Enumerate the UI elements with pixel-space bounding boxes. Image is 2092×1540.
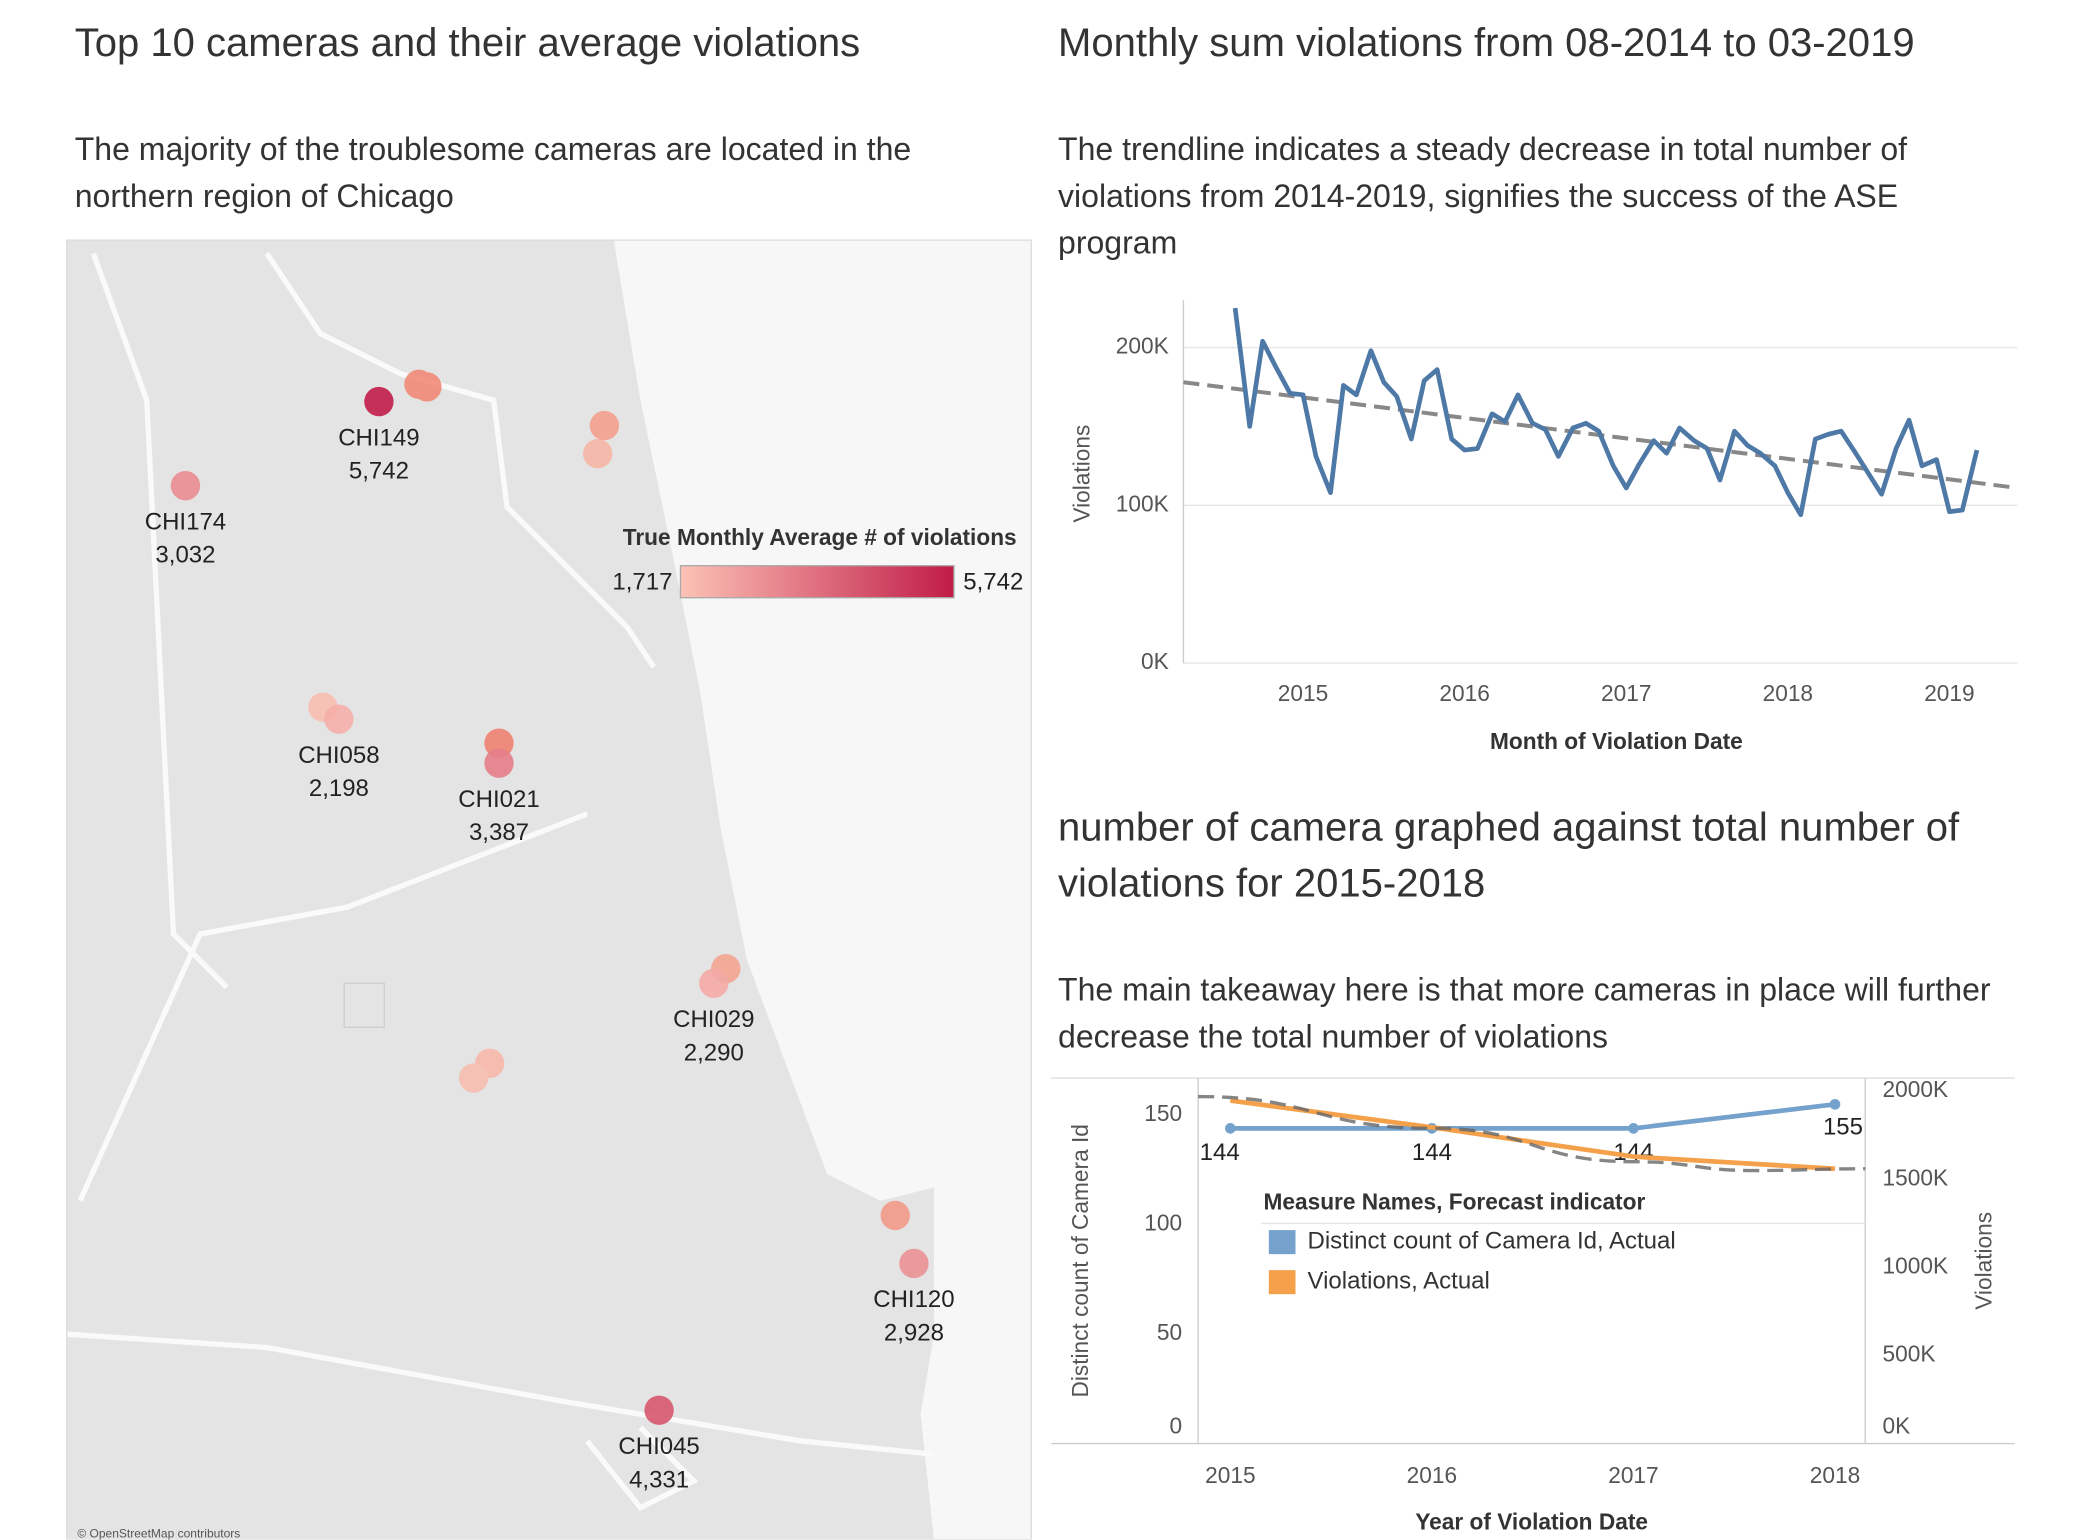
x-axis-label: Year of Violation Date bbox=[1415, 1509, 1648, 1535]
camera-dot bbox=[699, 968, 729, 998]
map-subtitle: The majority of the troublesome cameras … bbox=[74, 132, 912, 215]
color-legend-bar bbox=[679, 565, 955, 599]
y-tick-label: 150 bbox=[1144, 1100, 1182, 1126]
camera-value: 2,928 bbox=[884, 1320, 944, 1347]
camera-name: CHI045 bbox=[618, 1433, 699, 1460]
camera-value: 2,198 bbox=[309, 775, 369, 802]
camera-value: 5,742 bbox=[349, 458, 409, 485]
y-axis-label: Distinct count of Camera Id bbox=[1067, 1124, 1093, 1397]
legend-label: Violations, Actual bbox=[1308, 1268, 1490, 1295]
camera-dot bbox=[170, 470, 201, 501]
camera-dot bbox=[324, 704, 354, 734]
line-title: Monthly sum violations from 08-2014 to 0… bbox=[1058, 21, 1915, 66]
line-series bbox=[1232, 307, 1980, 518]
y-tick-label: 0K bbox=[1141, 648, 1169, 674]
y2-tick-label: 1500K bbox=[1883, 1164, 1949, 1190]
x-tick-label: 2017 bbox=[1608, 1462, 1658, 1488]
y-tick-label: 100 bbox=[1144, 1210, 1182, 1236]
x-tick-label: 2016 bbox=[1439, 680, 1489, 706]
x-tick-label: 2018 bbox=[1810, 1462, 1860, 1488]
data-label: 144 bbox=[1200, 1139, 1240, 1166]
camera-value: 4,331 bbox=[629, 1466, 689, 1493]
y-tick-label: 50 bbox=[1157, 1319, 1182, 1345]
park bbox=[343, 982, 385, 1029]
lake bbox=[613, 240, 1032, 1540]
x-tick-label: 2015 bbox=[1205, 1462, 1255, 1488]
line-subtitle: The trendline indicates a steady decreas… bbox=[1058, 132, 1908, 262]
x-tick-label: 2017 bbox=[1601, 680, 1651, 706]
trendline bbox=[1198, 1094, 1866, 1173]
combo-subtitle: The main takeaway here is that more came… bbox=[1058, 972, 1991, 1056]
y-tick-label: 200K bbox=[1116, 333, 1169, 359]
map-title: Top 10 cameras and their average violati… bbox=[74, 21, 861, 66]
x-axis-label: Month of Violation Date bbox=[1490, 728, 1743, 754]
point bbox=[1829, 1098, 1841, 1110]
x-tick-label: 2015 bbox=[1278, 680, 1328, 706]
legend-swatch bbox=[1268, 1230, 1296, 1255]
point bbox=[1628, 1123, 1639, 1134]
y-axis-label: Violations bbox=[1068, 425, 1094, 523]
data-label: 155 bbox=[1823, 1114, 1863, 1141]
camera-name: CHI149 bbox=[338, 424, 419, 451]
legend-label: Distinct count of Camera Id, Actual bbox=[1308, 1227, 1676, 1254]
camera-name: CHI120 bbox=[873, 1286, 954, 1313]
color-legend-max: 5,742 bbox=[963, 568, 1023, 595]
combo-title: number of camera graphed against total n… bbox=[1058, 805, 1960, 906]
point bbox=[1225, 1123, 1236, 1134]
color-legend-min: 1,717 bbox=[612, 568, 672, 595]
camera-dot bbox=[644, 1395, 674, 1425]
y2-tick-label: 500K bbox=[1883, 1340, 1936, 1366]
y-tick-label: 100K bbox=[1116, 490, 1169, 516]
camera-name: CHI021 bbox=[458, 786, 539, 813]
line-series bbox=[1230, 1101, 1836, 1131]
camera-name: CHI058 bbox=[298, 742, 379, 769]
x-tick-label: 2019 bbox=[1924, 680, 1974, 706]
color-legend-title: True Monthly Average # of violations bbox=[623, 524, 1017, 550]
y2-tick-label: 2000K bbox=[1883, 1076, 1949, 1102]
roads bbox=[66, 252, 935, 1511]
y2-tick-label: 1000K bbox=[1883, 1252, 1949, 1278]
camera-dot bbox=[484, 748, 514, 778]
camera-value: 2,290 bbox=[684, 1039, 744, 1066]
y2-tick-label: 0K bbox=[1883, 1413, 1911, 1439]
x-tick-label: 2018 bbox=[1763, 680, 1813, 706]
attribution: © OpenStreetMap contributors bbox=[77, 1527, 240, 1540]
data-label: 144 bbox=[1412, 1139, 1452, 1166]
x-tick-label: 2016 bbox=[1407, 1462, 1457, 1488]
y2-axis-label: Violations bbox=[1970, 1212, 1996, 1310]
camera-dot bbox=[899, 1248, 929, 1279]
legend-swatch bbox=[1268, 1270, 1296, 1295]
camera-value: 3,387 bbox=[469, 819, 529, 846]
line-series bbox=[1230, 1098, 1836, 1172]
legend-title: Measure Names, Forecast indicator bbox=[1263, 1188, 1645, 1214]
camera-value: 3,032 bbox=[155, 542, 215, 569]
y-tick-label: 0 bbox=[1169, 1413, 1182, 1439]
camera-name: CHI029 bbox=[673, 1006, 754, 1033]
camera-dot bbox=[364, 386, 394, 417]
unlabeled-cameras bbox=[308, 369, 910, 1231]
camera-name: CHI174 bbox=[145, 508, 226, 535]
